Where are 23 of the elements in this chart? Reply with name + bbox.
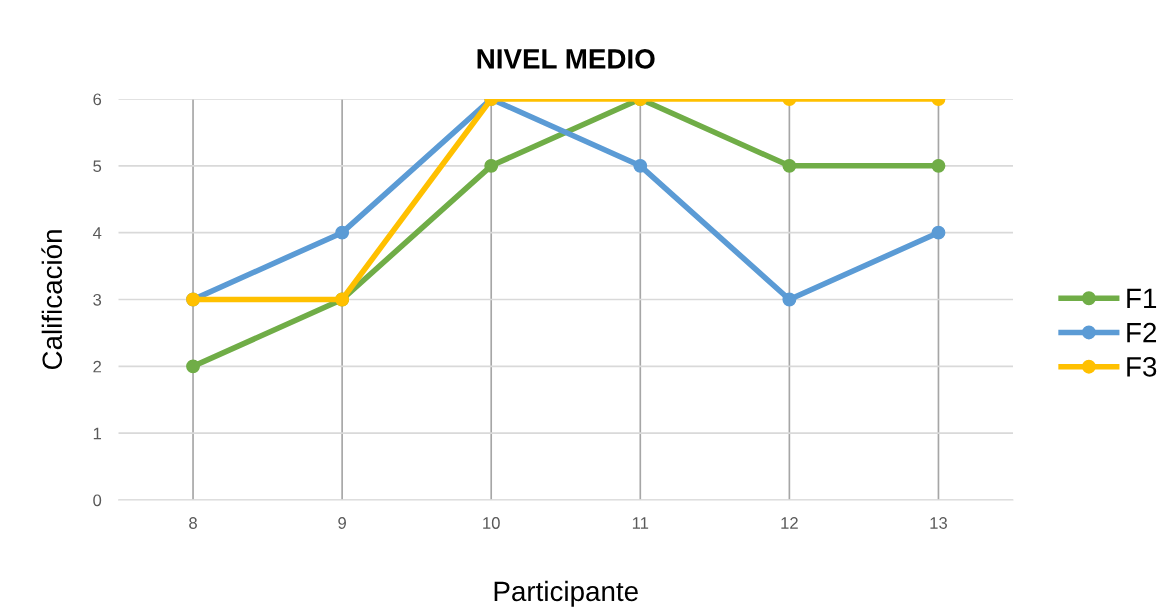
y-tick-label: 0 bbox=[93, 494, 102, 507]
x-tick-label: 11 bbox=[632, 517, 649, 529]
y-tick-label: 4 bbox=[92, 227, 102, 239]
x-axis-title: Participante bbox=[494, 580, 638, 607]
point bbox=[782, 292, 797, 307]
x-tick-label: 12 bbox=[781, 517, 798, 529]
chart-title: NIVEL MEDIO bbox=[477, 49, 655, 69]
point bbox=[335, 225, 350, 240]
x-tick-label: 10 bbox=[483, 517, 500, 529]
point bbox=[186, 359, 200, 374]
y-axis-title: Calificación bbox=[41, 230, 63, 370]
legend-label: F2 bbox=[1127, 322, 1157, 343]
y-tick-label: 6 bbox=[93, 93, 102, 106]
point bbox=[931, 225, 946, 240]
x-tick-label: 9 bbox=[338, 517, 346, 529]
x-tick-label: 13 bbox=[930, 517, 947, 529]
y-tick-label: 1 bbox=[93, 427, 102, 440]
y-tick-label: 2 bbox=[93, 360, 101, 373]
y-tick-label: 3 bbox=[93, 293, 102, 306]
legend-label: F3 bbox=[1127, 357, 1157, 377]
x-tick-label: 8 bbox=[189, 517, 197, 529]
y-tick-label: 5 bbox=[93, 160, 102, 173]
legend-label: F1 bbox=[1127, 288, 1157, 308]
